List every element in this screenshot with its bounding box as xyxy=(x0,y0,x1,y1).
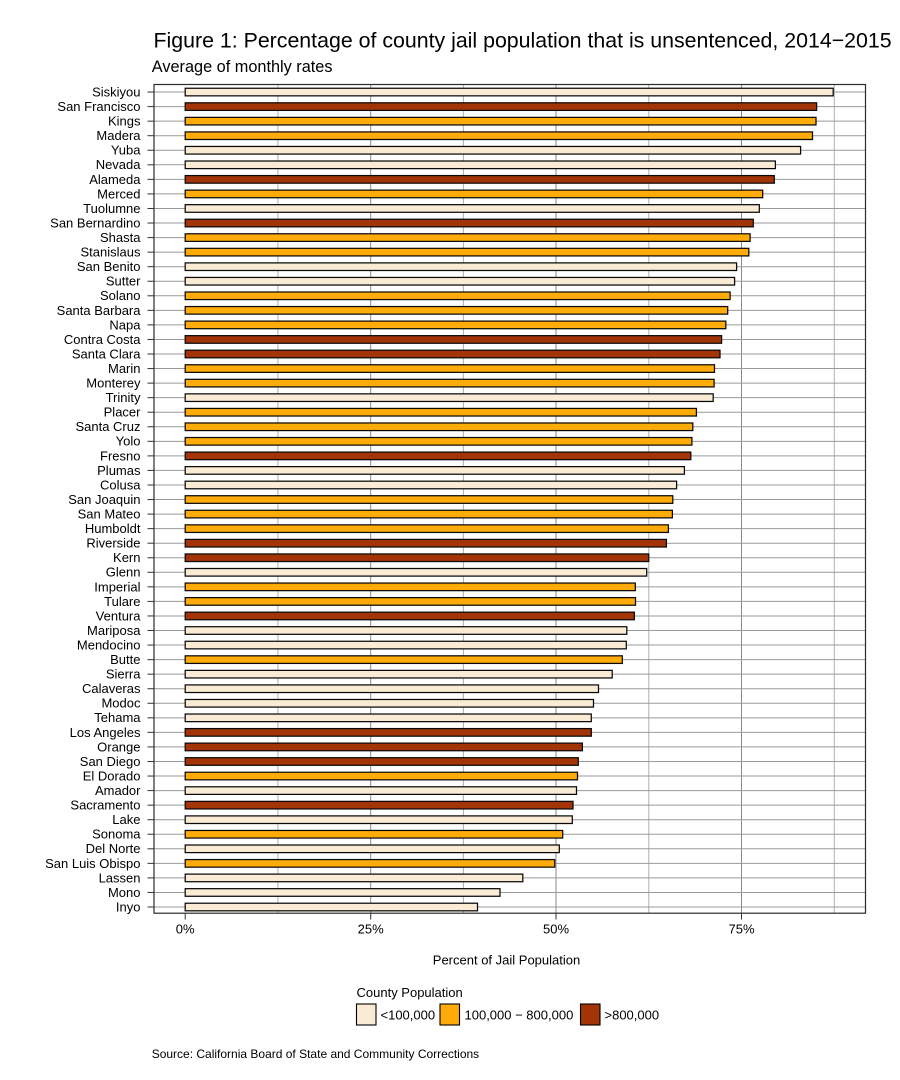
svg-text:25%: 25% xyxy=(358,922,384,937)
svg-text:Sutter: Sutter xyxy=(106,274,141,289)
svg-text:Nevada: Nevada xyxy=(96,157,142,172)
svg-text:Madera: Madera xyxy=(96,128,141,143)
svg-text:Riverside: Riverside xyxy=(86,536,140,551)
svg-text:Inyo: Inyo xyxy=(116,899,141,914)
svg-text:Tulare: Tulare xyxy=(104,594,140,609)
svg-text:Lassen: Lassen xyxy=(99,870,141,885)
svg-text:Stanislaus: Stanislaus xyxy=(81,245,141,260)
svg-text:Yuba: Yuba xyxy=(111,143,141,158)
svg-text:Imperial: Imperial xyxy=(94,579,140,594)
svg-text:Placer: Placer xyxy=(104,405,142,420)
svg-text:Contra Costa: Contra Costa xyxy=(64,332,141,347)
svg-text:Percent of Jail Population: Percent of Jail Population xyxy=(433,953,580,968)
svg-text:Glenn: Glenn xyxy=(106,565,141,580)
svg-text:Yolo: Yolo xyxy=(116,434,141,449)
svg-text:Humboldt: Humboldt xyxy=(85,521,141,536)
svg-text:Shasta: Shasta xyxy=(100,230,141,245)
svg-text:Sierra: Sierra xyxy=(106,667,141,682)
svg-text:Kern: Kern xyxy=(113,550,140,565)
svg-text:<100,000: <100,000 xyxy=(381,1008,436,1023)
svg-text:Solano: Solano xyxy=(100,288,140,303)
svg-text:Santa Barbara: Santa Barbara xyxy=(57,303,142,318)
svg-text:0%: 0% xyxy=(176,922,195,937)
svg-text:County Population: County Population xyxy=(357,985,463,1000)
svg-text:100,000 − 800,000: 100,000 − 800,000 xyxy=(465,1008,574,1023)
svg-text:Siskiyou: Siskiyou xyxy=(92,84,140,99)
svg-text:Tehama: Tehama xyxy=(94,710,141,725)
svg-text:Average of monthly rates: Average of monthly rates xyxy=(152,58,333,76)
svg-text:Trinity: Trinity xyxy=(106,390,141,405)
svg-text:Colusa: Colusa xyxy=(100,477,141,492)
svg-text:Kings: Kings xyxy=(108,114,141,129)
svg-text:San Francisco: San Francisco xyxy=(57,99,140,114)
svg-text:Del Norte: Del Norte xyxy=(86,841,141,856)
svg-text:Alameda: Alameda xyxy=(89,172,141,187)
svg-text:El Dorado: El Dorado xyxy=(83,768,141,783)
svg-text:San Diego: San Diego xyxy=(80,754,141,769)
svg-text:Santa Cruz: Santa Cruz xyxy=(75,419,140,434)
svg-text:Ventura: Ventura xyxy=(96,608,142,623)
svg-text:Plumas: Plumas xyxy=(97,463,141,478)
svg-text:Calaveras: Calaveras xyxy=(82,681,141,696)
svg-text:75%: 75% xyxy=(728,922,754,937)
svg-text:Lake: Lake xyxy=(112,812,140,827)
svg-text:Amador: Amador xyxy=(95,783,141,798)
svg-text:San Mateo: San Mateo xyxy=(78,506,141,521)
svg-text:Source: California Board of St: Source: California Board of State and Co… xyxy=(152,1047,480,1061)
svg-text:Sacramento: Sacramento xyxy=(70,798,140,813)
svg-text:San Benito: San Benito xyxy=(77,259,141,274)
svg-text:Napa: Napa xyxy=(109,317,141,332)
svg-text:San Joaquin: San Joaquin xyxy=(68,492,140,507)
svg-text:Orange: Orange xyxy=(97,739,140,754)
svg-text:Tuolumne: Tuolumne xyxy=(83,201,140,216)
svg-text:Marin: Marin xyxy=(108,361,141,376)
svg-text:Modoc: Modoc xyxy=(101,696,141,711)
svg-text:50%: 50% xyxy=(543,922,569,937)
svg-text:Sonoma: Sonoma xyxy=(92,827,141,842)
svg-text:Fresno: Fresno xyxy=(100,448,140,463)
svg-text:Los Angeles: Los Angeles xyxy=(70,725,141,740)
svg-text:Mendocino: Mendocino xyxy=(77,637,141,652)
svg-text:Monterey: Monterey xyxy=(86,376,141,391)
svg-text:Santa Clara: Santa Clara xyxy=(72,346,141,361)
svg-text:San Luis Obispo: San Luis Obispo xyxy=(45,856,140,871)
svg-text:>800,000: >800,000 xyxy=(605,1008,660,1023)
svg-text:San Bernardino: San Bernardino xyxy=(50,215,140,230)
svg-text:Merced: Merced xyxy=(97,186,140,201)
svg-text:Butte: Butte xyxy=(110,652,140,667)
svg-text:Figure 1: Percentage of county: Figure 1: Percentage of county jail popu… xyxy=(154,29,892,53)
svg-text:Mariposa: Mariposa xyxy=(87,623,141,638)
svg-text:Mono: Mono xyxy=(108,885,141,900)
